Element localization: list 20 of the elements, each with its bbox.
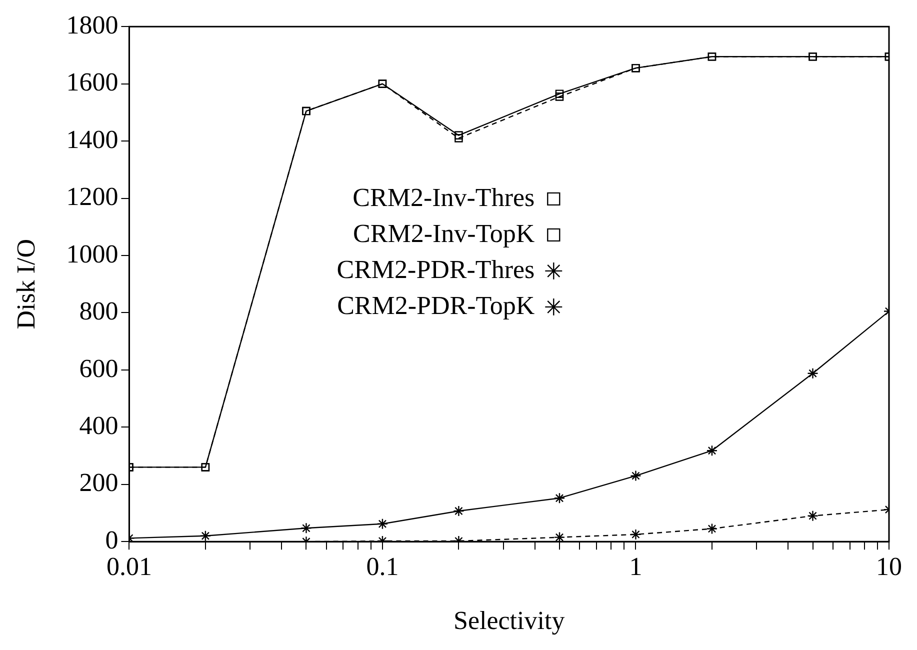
legend-label: CRM2-PDR-TopK [337,290,535,320]
y-tick-label: 1600 [66,68,118,97]
y-tick-label: 600 [79,354,118,383]
legend-label: CRM2-Inv-TopK [353,218,535,248]
x-axis-title: Selectivity [454,606,565,636]
y-tick-label: 1000 [66,239,118,268]
y-axis-title: Disk I/O [11,238,40,330]
x-tick-label: 10 [876,552,902,582]
y-tick-label: 400 [79,410,118,440]
x-tick-label: 1 [629,552,642,582]
legend-label: CRM2-PDR-Thres [336,254,535,284]
y-tick-label: 800 [79,296,118,326]
x-tick-label: 0.1 [366,552,399,582]
y-tick-label: 0 [105,525,118,554]
legend-label: CRM2-Inv-Thres [352,182,535,212]
x-tick-label: 0.01 [106,552,152,582]
y-tick-label: 1400 [66,124,118,154]
y-tick-label: 200 [79,468,118,498]
y-tick-label: 1200 [66,182,118,212]
y-tick-label: 1800 [66,10,118,40]
